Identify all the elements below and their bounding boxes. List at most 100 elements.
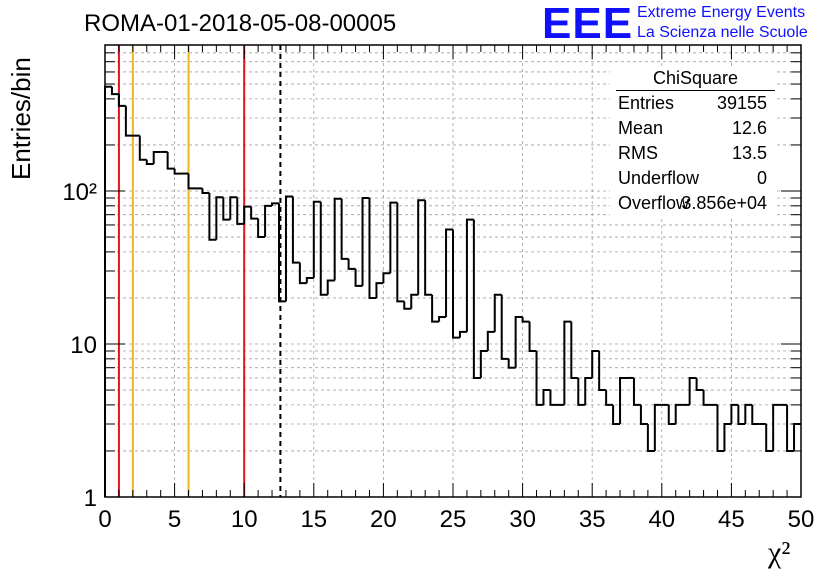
histogram-bin — [104, 85, 112, 497]
histogram-bin — [326, 279, 335, 295]
histogram-bin — [110, 86, 119, 96]
eee-logo: EEE — [542, 0, 634, 48]
histogram-bin — [702, 390, 711, 406]
x-tick-label: 25 — [440, 506, 467, 533]
x-axis-label: χ² — [768, 536, 791, 569]
histogram-bin — [354, 268, 363, 287]
histogram-bin — [765, 424, 774, 452]
histogram-bin — [605, 390, 614, 406]
histogram-bin — [528, 321, 537, 353]
logo-line-2: La Scienza nelle Scuole — [637, 24, 808, 41]
histogram-bin — [667, 404, 676, 425]
histogram-bin — [236, 197, 245, 225]
stats-row-underflow: Underflow 0 — [610, 166, 775, 191]
histogram-bin — [187, 173, 196, 190]
stats-key: Mean — [618, 118, 664, 138]
histogram-bin — [396, 202, 405, 303]
histogram-bin — [284, 195, 293, 302]
histogram-bin — [438, 316, 447, 322]
histogram-bin — [215, 196, 224, 240]
histogram-bin — [312, 200, 321, 279]
histogram-bin — [229, 196, 238, 220]
y-tick-label: 1 — [84, 485, 97, 512]
histogram-bin — [424, 200, 433, 296]
x-tick-label: 45 — [718, 506, 745, 533]
reference-lines — [117, 45, 282, 497]
histogram-bin — [570, 321, 579, 379]
histogram-bin — [577, 377, 586, 406]
histogram-bin — [646, 424, 655, 452]
stats-key: RMS — [618, 143, 658, 163]
histogram-bin — [730, 403, 739, 424]
x-tick-label: 0 — [98, 506, 111, 533]
histogram-bin — [786, 404, 795, 452]
stats-value: 13.5 — [731, 143, 767, 163]
axis-ticks — [104, 44, 802, 498]
histogram-bin — [250, 206, 259, 220]
histogram-bin — [793, 423, 801, 451]
histogram-bin — [584, 376, 593, 405]
stats-box: ChiSquare Entries 39155 Mean 12.6 RMS 13… — [610, 68, 775, 216]
stats-value: 39155 — [716, 93, 767, 113]
logo-line-1: Extreme Energy Events — [637, 4, 806, 21]
histogram-bin — [744, 403, 753, 424]
histogram-bin — [305, 277, 314, 284]
histogram-bin — [347, 258, 356, 270]
histogram-bin — [500, 294, 509, 360]
histogram-bin — [688, 376, 697, 405]
histogram-bin — [674, 403, 683, 424]
histogram-bin — [479, 350, 488, 378]
histogram-bin — [598, 351, 607, 392]
histogram-bin — [375, 282, 384, 298]
histogram-bin — [695, 377, 704, 392]
histogram-bin — [653, 403, 662, 451]
stats-key: Overflow — [618, 193, 690, 213]
stats-key: Entries — [618, 93, 675, 113]
histogram-bin — [222, 197, 231, 221]
histogram-bin — [208, 193, 217, 241]
histogram-bin — [639, 404, 648, 425]
histogram-bin — [493, 293, 502, 332]
stats-value: 0 — [756, 168, 767, 188]
histogram-bin — [319, 201, 328, 296]
histogram-bin — [361, 197, 370, 286]
histogram-bin — [514, 316, 523, 368]
histogram-bin — [201, 188, 210, 195]
stats-title: ChiSquare — [616, 68, 775, 91]
histogram-bin — [243, 205, 252, 224]
chart-title: ROMA-01-2018-05-08-00005 — [84, 10, 397, 37]
histogram-bin — [117, 94, 126, 107]
x-tick-label: 35 — [579, 506, 606, 533]
histogram-bin — [417, 199, 426, 295]
histogram-bin — [507, 358, 516, 369]
stats-row-mean: Mean 12.6 — [610, 116, 775, 141]
histogram-bin — [333, 197, 342, 281]
y-tick-label: 10 — [70, 332, 97, 359]
histogram-bin — [389, 201, 398, 274]
histogram-bin — [751, 404, 760, 425]
stats-key: Underflow — [618, 168, 700, 188]
stats-row-overflow: Overflow 3.856e+04 — [610, 191, 775, 216]
histogram-bin — [723, 423, 732, 451]
x-tick-label: 40 — [648, 506, 675, 533]
stats-value: 3.856e+04 — [681, 193, 767, 213]
histogram-bin — [298, 262, 307, 285]
histogram-bin — [410, 293, 419, 309]
x-tick-label: 20 — [370, 506, 397, 533]
histogram-bin — [138, 135, 147, 161]
stats-value: 12.6 — [731, 118, 767, 138]
x-tick-label: 30 — [509, 506, 536, 533]
y-tick-label: 10² — [62, 179, 97, 206]
histogram-bin — [445, 228, 453, 318]
histogram-bin — [486, 330, 495, 352]
stats-row-rms: RMS 13.5 — [610, 141, 775, 166]
histogram-bin — [166, 151, 175, 170]
y-axis-label-wrap: Entries/bin — [6, 57, 129, 211]
histogram-bin — [368, 198, 377, 299]
histogram-bin — [716, 404, 725, 452]
y-axis-label: Entries/bin — [6, 57, 36, 180]
histogram-bin — [542, 389, 551, 405]
histogram-bin — [145, 159, 154, 166]
axis-tick-labels: 0 5 10 15 20 25 30 35 40 45 50 1 10 10² — [62, 179, 814, 533]
